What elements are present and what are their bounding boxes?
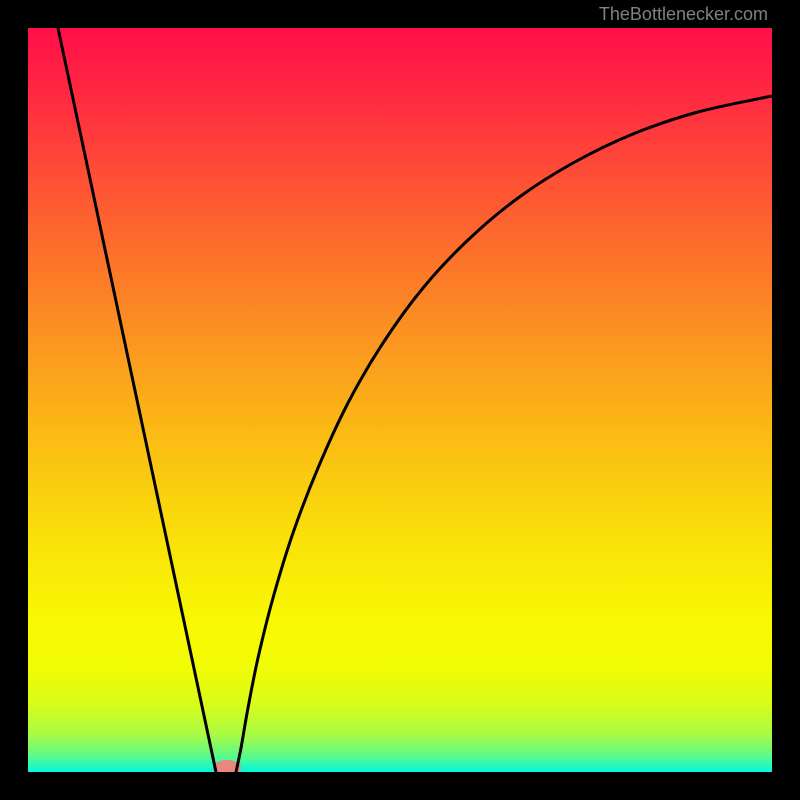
- bottleneck-curve: [28, 28, 772, 772]
- plot-area: [28, 28, 772, 772]
- curve-right-branch: [236, 96, 772, 772]
- watermark-text: TheBottlenecker.com: [599, 4, 768, 25]
- curve-left-branch: [58, 28, 216, 772]
